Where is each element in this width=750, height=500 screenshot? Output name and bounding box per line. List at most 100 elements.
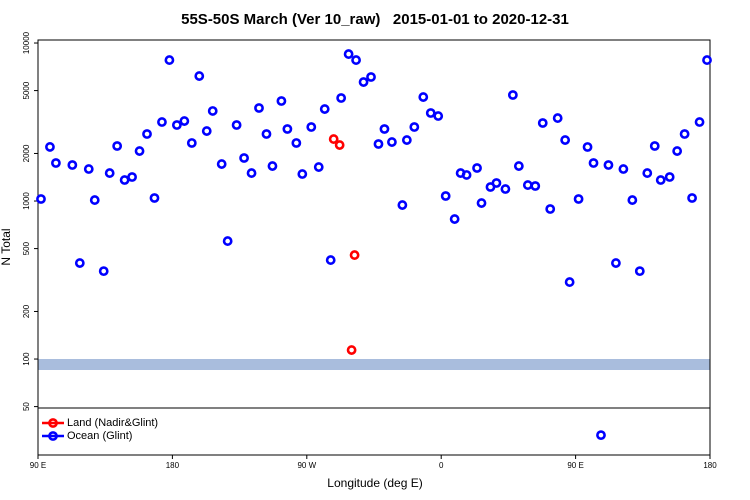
data-point: [343, 49, 354, 59]
data-point: [164, 55, 175, 65]
legend-marker: [48, 431, 58, 441]
data-point: [313, 162, 324, 172]
data-point: [655, 175, 666, 185]
data-point: [127, 172, 137, 182]
y-tick-label: 200: [22, 304, 31, 318]
data-point: [74, 258, 85, 268]
y-tick-label: 1000: [22, 192, 31, 210]
data-point: [149, 193, 160, 203]
data-point: [373, 139, 384, 149]
data-point: [231, 120, 242, 130]
data-point: [67, 160, 78, 170]
data-point: [267, 161, 278, 171]
data-point: [51, 158, 61, 168]
data-point: [573, 194, 584, 204]
data-point: [449, 214, 460, 224]
data-point: [276, 96, 287, 106]
data-point: [239, 153, 249, 163]
data-point: [222, 236, 233, 246]
data-point: [261, 129, 272, 139]
data-point: [291, 138, 302, 148]
data-point: [306, 122, 317, 132]
data-point: [334, 140, 345, 150]
x-tick-label: 180: [166, 461, 180, 470]
data-point: [507, 90, 518, 100]
data-point: [336, 93, 347, 103]
legend-label: Land (Nadir&Glint): [67, 417, 158, 429]
data-point: [500, 184, 511, 194]
data-point: [702, 55, 712, 65]
x-tick-label: 90 E: [567, 461, 583, 470]
data-point: [325, 255, 336, 265]
data-point: [433, 111, 444, 121]
data-point: [119, 175, 130, 185]
y-tick-label: 5000: [22, 81, 31, 99]
x-tick-label: 90 W: [297, 461, 316, 470]
data-point: [672, 146, 683, 156]
data-point: [401, 135, 412, 145]
coverage-band: [38, 359, 710, 370]
data-point: [627, 195, 638, 205]
data-point: [425, 108, 436, 118]
legend-marker: [48, 418, 58, 428]
data-point: [36, 194, 46, 204]
data-point: [328, 134, 339, 144]
data-point: [171, 120, 182, 130]
y-tick-label: 2000: [22, 144, 31, 162]
data-point: [552, 113, 563, 123]
data-point: [186, 138, 197, 148]
data-point: [560, 135, 571, 145]
data-point: [537, 118, 548, 128]
data-point: [319, 104, 330, 114]
data-point: [351, 55, 361, 65]
data-point: [194, 71, 205, 81]
y-axis-label: N Total: [0, 228, 13, 265]
data-point: [545, 204, 556, 214]
data-point: [513, 161, 524, 171]
y-tick-label: 50: [22, 402, 31, 411]
data-point: [358, 77, 369, 87]
data-point: [649, 141, 660, 151]
data-point: [282, 124, 293, 134]
data-point: [112, 141, 123, 151]
data-point: [634, 266, 645, 277]
data-point: [216, 159, 227, 169]
x-axis-label: Longitude (deg E): [327, 476, 422, 490]
data-point: [642, 168, 653, 178]
data-point: [582, 142, 593, 152]
data-point: [142, 129, 152, 139]
plot-frame: [37, 39, 711, 456]
legend-label: Ocean (Glint): [67, 430, 132, 442]
data-point: [588, 158, 599, 168]
data-point: [104, 168, 115, 178]
data-point: [476, 198, 487, 208]
data-point: [134, 146, 145, 156]
data-point: [201, 126, 212, 136]
data-point: [179, 116, 190, 126]
data-point: [254, 103, 264, 113]
data-point: [379, 124, 390, 134]
data-point: [461, 170, 472, 180]
data-point: [83, 164, 94, 174]
data-point: [297, 169, 308, 179]
data-point: [679, 129, 690, 139]
data-point: [687, 193, 697, 203]
data-point: [694, 117, 705, 127]
data-point: [157, 117, 167, 127]
x-tick-label: 90 E: [30, 461, 46, 470]
data-point: [397, 200, 408, 210]
data-point: [207, 106, 218, 116]
data-point: [491, 178, 502, 188]
data-point: [472, 163, 482, 173]
data-point: [98, 266, 109, 277]
data-point: [596, 430, 606, 441]
y-tick-label: 10000: [22, 31, 31, 54]
data-point: [618, 164, 629, 174]
chart-title: 55S-50S March (Ver 10_raw) 2015-01-01 to…: [181, 11, 569, 28]
data-point: [664, 172, 675, 182]
data-point: [246, 168, 257, 178]
x-tick-label: 180: [703, 461, 717, 470]
data-point: [522, 180, 533, 190]
data-point: [611, 258, 621, 268]
